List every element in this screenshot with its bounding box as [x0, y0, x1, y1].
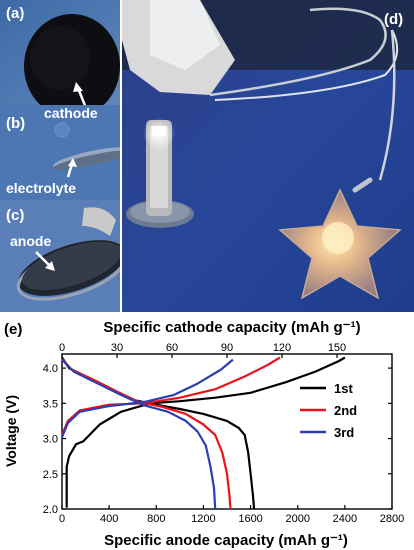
top-axis-title: Specific cathode capacity (mAh g⁻¹) [103, 319, 360, 336]
anode-annotation: anode [10, 233, 51, 249]
tweezer [82, 207, 116, 236]
photo-panel-b: cathode (b) electrolyte [0, 105, 132, 200]
bottom-x-tick-label: 2800 [380, 513, 404, 525]
panel-a-label: (a) [6, 5, 24, 22]
anode-arrow [35, 251, 51, 267]
series-3rd-charge-curve [60, 358, 234, 438]
photo-panel-a: (a) [0, 0, 120, 118]
series-2nd-discharge-curve [61, 358, 232, 510]
wire-1 [209, 7, 387, 97]
bottom-x-tick-label: 2400 [333, 513, 357, 525]
panel-c-label: (c) [6, 207, 24, 224]
top-x-tick-label: 150 [328, 342, 346, 354]
cathode-annotation: cathode [44, 105, 98, 121]
bottom-axis-title: Specific anode capacity (mAh g⁻¹) [104, 532, 348, 549]
legend-label: 3rd [334, 425, 354, 440]
bottom-x-tick-label: 800 [147, 513, 165, 525]
top-x-tick-label: 120 [273, 342, 291, 354]
bottom-x-tick-label: 400 [100, 513, 118, 525]
voltage-capacity-chart: (e) Specific cathode capacity (mAh g⁻¹) … [3, 319, 405, 549]
bottom-x-tick-label: 0 [59, 513, 65, 525]
panel-b-label: (b) [6, 115, 25, 132]
y-tick-label: 3.0 [43, 434, 58, 446]
y-tick-label: 4.0 [43, 363, 58, 375]
top-x-tick-label: 30 [111, 342, 123, 354]
photo-panel-c: (c) anode [0, 200, 128, 312]
axis-ticks: 0 400 800 1200 1600 2000 2400 2800 0 30 60 90 120 150… [43, 342, 405, 525]
y-axis-title: Voltage (V) [3, 395, 19, 467]
panel-d-label: (d) [384, 11, 403, 28]
legend-label: 2nd [334, 403, 357, 418]
led-light [322, 222, 354, 254]
series-2nd-charge-curve [60, 356, 281, 436]
photo-panels: (a) cathode (b) electrolyte (c) anode [0, 0, 414, 312]
series-3rd-discharge-curve [61, 358, 217, 510]
legend-label: 1st [334, 381, 353, 396]
y-tick-label: 2.0 [43, 504, 58, 516]
y-tick-label: 3.5 [43, 398, 58, 410]
wire-2 [214, 29, 399, 101]
bottom-x-tick-label: 1200 [191, 513, 215, 525]
top-x-tick-label: 0 [59, 342, 65, 354]
bottom-x-tick-label: 1600 [238, 513, 262, 525]
top-x-tick-label: 60 [166, 342, 178, 354]
bottom-x-tick-label: 2000 [285, 513, 309, 525]
legend: 1st 2nd 3rd [300, 381, 357, 440]
data-curves [60, 356, 346, 510]
electrolyte-annotation: electrolyte [6, 180, 76, 196]
y-tick-label: 2.5 [43, 469, 58, 481]
panel-e-label: (e) [4, 321, 22, 338]
photo-panel-d: (d) [122, 0, 414, 312]
top-x-tick-label: 90 [221, 342, 233, 354]
